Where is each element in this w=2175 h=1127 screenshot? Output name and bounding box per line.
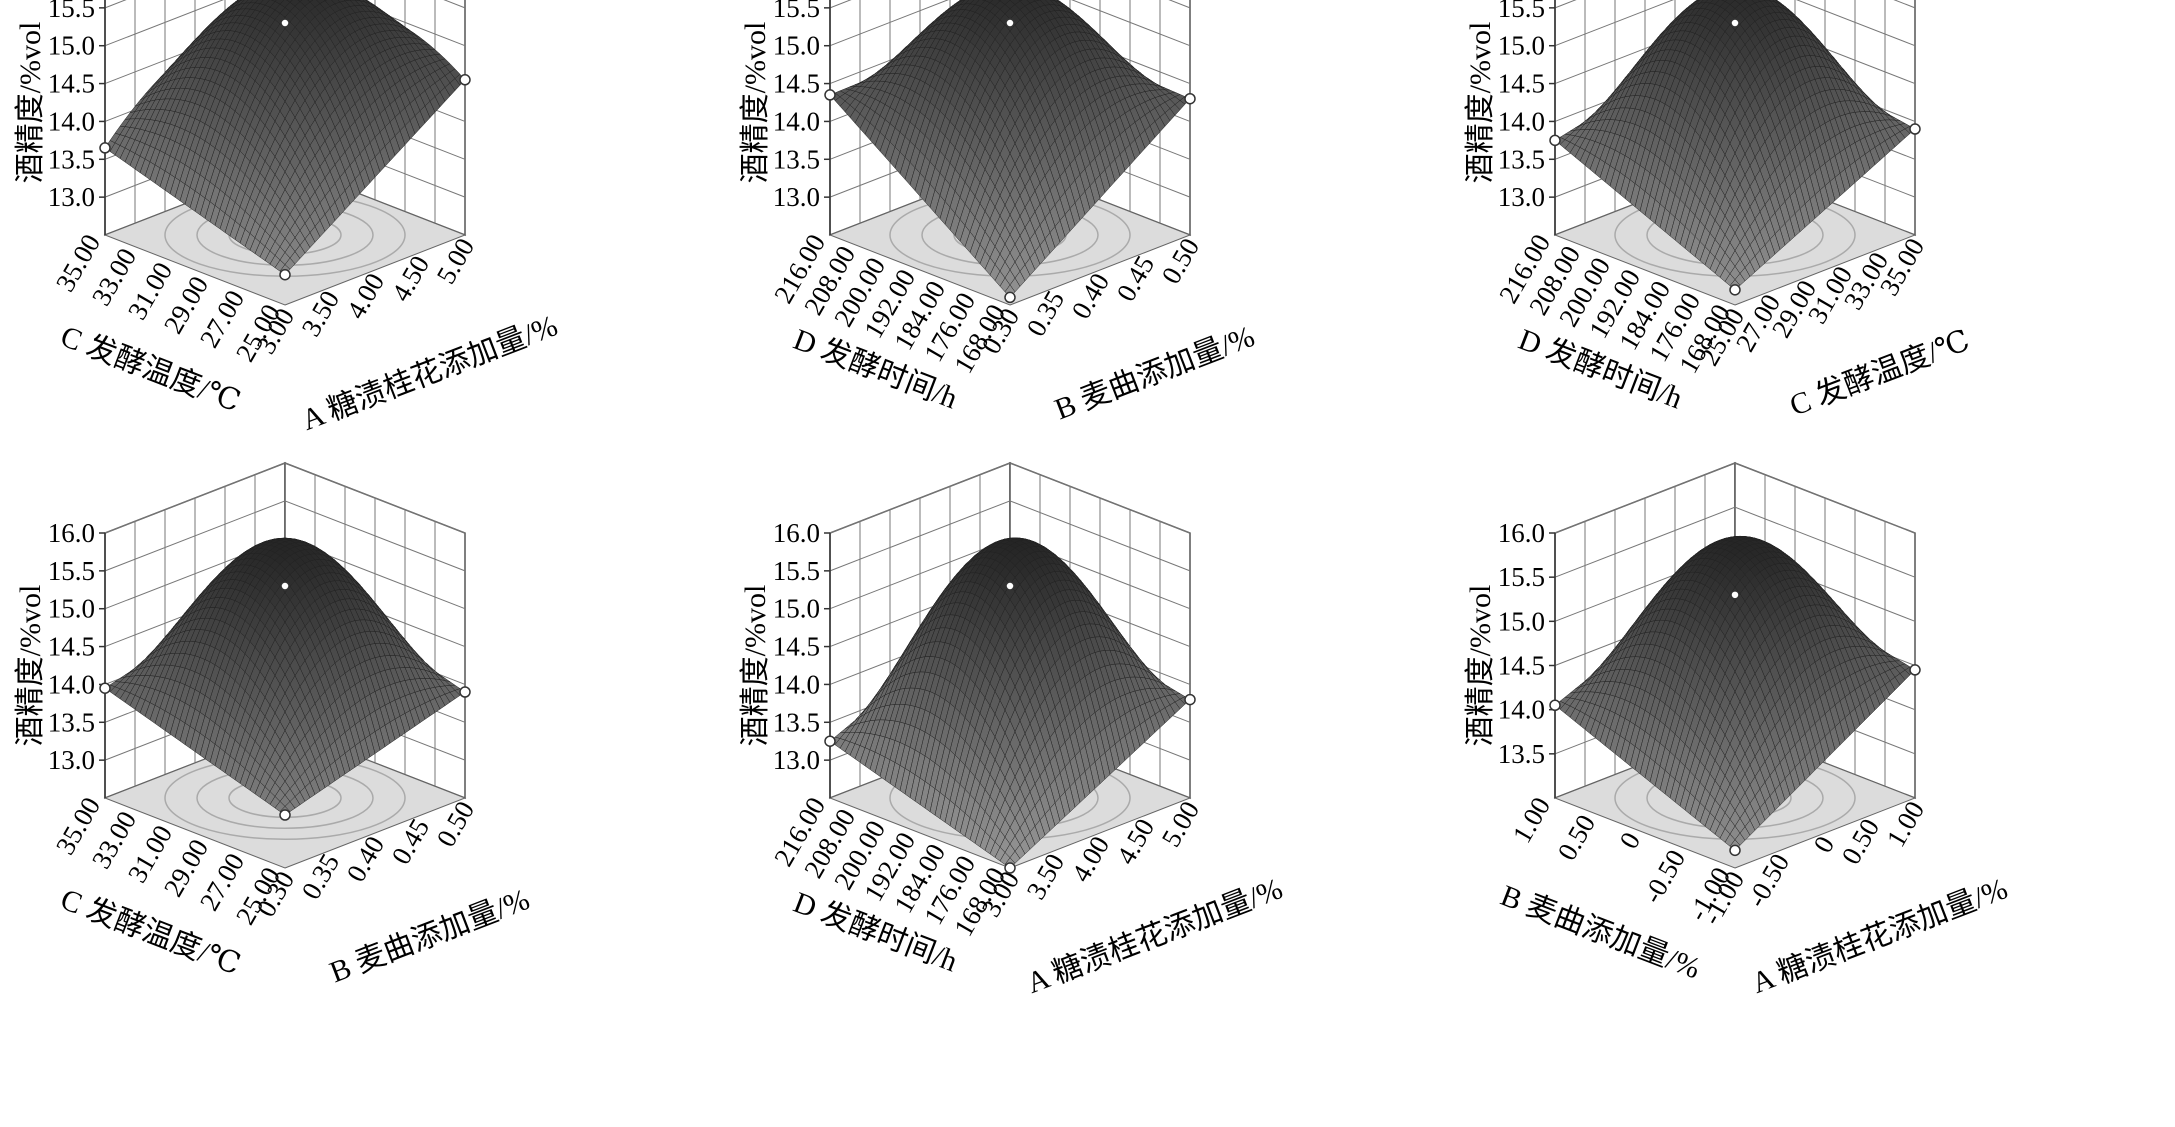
z-axis-label: 酒精度/%vol <box>739 22 772 184</box>
surface-plot-svg: 13.013.514.014.515.015.516.0酒精度/%vol25.0… <box>14 461 534 989</box>
response-surface <box>104 0 466 276</box>
design-point <box>1004 291 1016 304</box>
response-surface <box>1554 0 1916 291</box>
surface-plot-svg: 13.013.514.014.515.015.516.0酒精度/%vol25.0… <box>14 0 562 437</box>
wall-grid-line <box>829 0 1191 47</box>
surface-cell <box>297 0 303 2</box>
design-point <box>280 18 290 28</box>
z-tick-label: 14.5 <box>773 69 820 99</box>
z-tick-label: 14.5 <box>48 69 95 99</box>
surface-plot-svg: 13.013.514.014.515.015.516.0酒精度/%vol168.… <box>739 0 1259 426</box>
design-point <box>279 268 291 281</box>
wall-grid-line <box>104 500 466 572</box>
z-axis-label: 酒精度/%vol <box>14 22 47 184</box>
z-tick-label: 14.0 <box>1498 106 1545 136</box>
surface-plot-svg: 13.013.514.014.515.015.516.0酒精度/%vol168.… <box>1464 0 1974 423</box>
z-tick-label: 15.0 <box>1498 31 1545 61</box>
z-axis-label: 酒精度/%vol <box>1464 22 1497 184</box>
design-point <box>99 142 111 154</box>
z-tick-label: 13.0 <box>48 182 95 212</box>
z-tick-label: 13.5 <box>773 144 820 174</box>
design-point <box>1184 92 1196 105</box>
right-axis-label: A 糖渍桂花添加量/% <box>297 309 562 437</box>
z-tick-label: 13.0 <box>1498 182 1545 212</box>
z-tick-label: 13.5 <box>1498 144 1545 174</box>
z-tick-label: 15.5 <box>773 0 820 23</box>
design-point <box>1005 18 1015 28</box>
design-point <box>1730 18 1740 28</box>
surface-cell <box>307 0 314 3</box>
z-tick-label: 14.0 <box>773 106 820 136</box>
design-point <box>1729 284 1741 296</box>
z-tick-label: 15.0 <box>48 31 95 61</box>
wall-grid-line <box>104 462 466 534</box>
design-point <box>824 89 836 101</box>
z-tick-label: 13.0 <box>773 182 820 212</box>
right-axis-label: B 麦曲添加量/% <box>1050 320 1259 426</box>
z-tick-label: 15.5 <box>1498 0 1545 23</box>
surface-panel-2: 13.013.514.014.515.015.516.0酒精度/%vol168.… <box>725 0 1450 563</box>
z-tick-label: 15.0 <box>773 31 820 61</box>
design-point <box>1909 123 1921 135</box>
right-axis-label: C 发酵温度/℃ <box>1785 324 1974 423</box>
z-tick-label: 15.5 <box>48 0 95 23</box>
response-surface <box>104 537 466 816</box>
response-surface <box>829 0 1191 298</box>
design-point <box>459 74 471 86</box>
wall-grid-line <box>1554 0 1916 47</box>
z-tick-label: 14.5 <box>1498 69 1545 99</box>
z-tick-label: 14.0 <box>48 106 95 136</box>
z-tick-label: 13.5 <box>48 144 95 174</box>
surface-panel-3: 13.013.514.014.515.015.516.0酒精度/%vol168.… <box>1450 0 2175 563</box>
design-point <box>1549 134 1561 147</box>
surface-panel-1: 13.013.514.014.515.015.516.0酒精度/%vol25.0… <box>0 0 725 563</box>
surface-panel-4: 13.0 13.5 14.0 14.5 15.0 15.5 16.0 酒精度/%vol 25.0… <box>0 461 725 1126</box>
wall-grid-line <box>104 0 466 47</box>
